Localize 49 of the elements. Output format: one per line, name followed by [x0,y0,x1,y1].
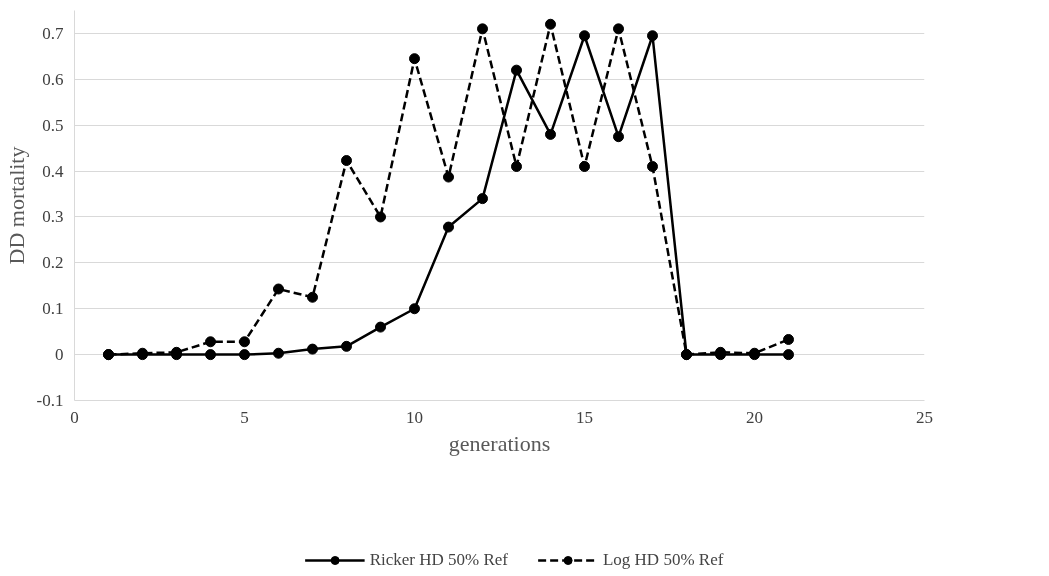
point [239,336,250,348]
point [273,347,284,359]
point [239,349,250,361]
y-tick-label: 0.7 [42,23,64,43]
point [511,64,522,76]
point [647,30,658,42]
point [409,303,420,315]
point [545,18,556,30]
y-tick-label: 0.4 [42,161,64,181]
x-axis-title: generations [448,430,551,456]
point [579,30,590,42]
point [443,221,454,233]
point [205,349,216,361]
x-tick-label: 0 [70,407,79,427]
y-tick-label: 0.1 [42,299,64,319]
y-axis-title: DD mortality [3,146,29,265]
x-tick-label: 10 [406,407,423,427]
point [307,343,318,355]
point [647,161,658,172]
point [375,211,386,223]
x-tick-label: 15 [576,407,593,427]
point [613,23,624,35]
point [307,291,318,303]
point [477,193,488,205]
point [443,171,454,183]
y-tick-label: -0.1 [36,391,64,410]
point [579,161,590,172]
point [545,128,556,140]
point [783,349,794,361]
x-tick-label: 5 [240,407,249,427]
y-tick-label: 0.6 [42,69,64,89]
point [783,333,794,345]
y-tick-label: 0.3 [42,207,64,227]
y-tick-label: 0 [55,345,64,365]
point [477,23,488,35]
x-tick-label: 25 [916,407,933,427]
y-tick-label: 0.2 [42,253,64,273]
point [273,283,284,295]
point [511,161,522,172]
point [205,336,216,348]
point [341,155,352,167]
point [409,53,420,65]
point [341,340,352,352]
legend-label: Log HD 50% Ref [602,549,724,570]
x-tick-label: 20 [746,407,763,427]
y-tick-label: 0.5 [42,115,64,135]
point [613,131,624,143]
legend-label: Ricker HD 50% Ref [369,549,508,570]
point [375,321,386,333]
